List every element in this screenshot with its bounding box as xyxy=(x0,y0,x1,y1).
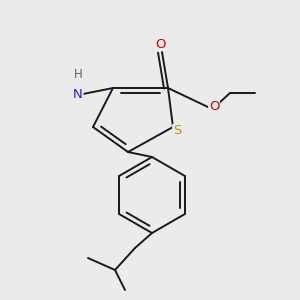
Text: O: O xyxy=(209,100,219,112)
Text: N: N xyxy=(73,88,83,101)
Text: H: H xyxy=(74,68,82,82)
Text: S: S xyxy=(173,124,181,137)
Text: O: O xyxy=(155,38,165,50)
